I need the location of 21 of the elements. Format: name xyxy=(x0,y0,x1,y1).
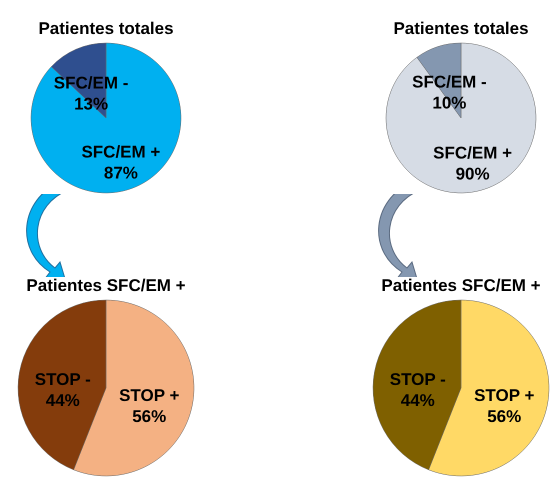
data-label: 10% xyxy=(432,93,466,112)
chart-title: Patientes SFC/EM + xyxy=(26,276,186,295)
slice-label: STOP + xyxy=(474,386,534,406)
data-label: 90% xyxy=(456,164,490,184)
slice-label: SFC/EM + xyxy=(81,142,160,162)
pie-slice xyxy=(386,42,536,194)
pie-slice xyxy=(30,42,182,194)
chart-title: Patientes totales xyxy=(38,19,174,38)
slice-label: SFC/EM + xyxy=(433,144,512,163)
chart-title: Patientes SFC/EM + xyxy=(381,276,541,295)
data-label: 56% xyxy=(487,407,522,426)
chart-title: Patientes totales xyxy=(393,19,529,38)
data-label: 44% xyxy=(400,390,435,410)
slice-label: STOP - xyxy=(34,370,91,389)
data-label: 87% xyxy=(104,163,138,182)
data-label: 13% xyxy=(74,94,108,114)
data-label: 44% xyxy=(46,390,80,410)
data-label: 56% xyxy=(132,407,166,426)
slice-label: STOP - xyxy=(390,370,446,389)
slice-label: SFC/EM - xyxy=(412,72,487,92)
slice-label: STOP + xyxy=(119,386,180,406)
